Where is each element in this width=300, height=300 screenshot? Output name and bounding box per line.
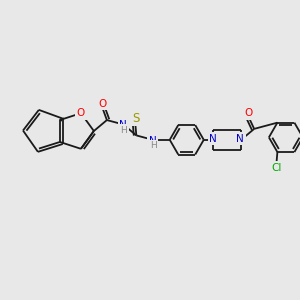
Text: Cl: Cl — [271, 163, 282, 173]
Text: N: N — [149, 136, 157, 146]
Text: S: S — [132, 112, 140, 125]
Text: N: N — [209, 134, 217, 144]
Text: H: H — [120, 126, 127, 135]
Text: H: H — [150, 141, 157, 150]
Text: O: O — [244, 108, 253, 118]
Text: N: N — [236, 134, 244, 144]
Text: O: O — [98, 99, 107, 109]
Text: N: N — [119, 121, 127, 130]
Text: O: O — [77, 108, 85, 118]
